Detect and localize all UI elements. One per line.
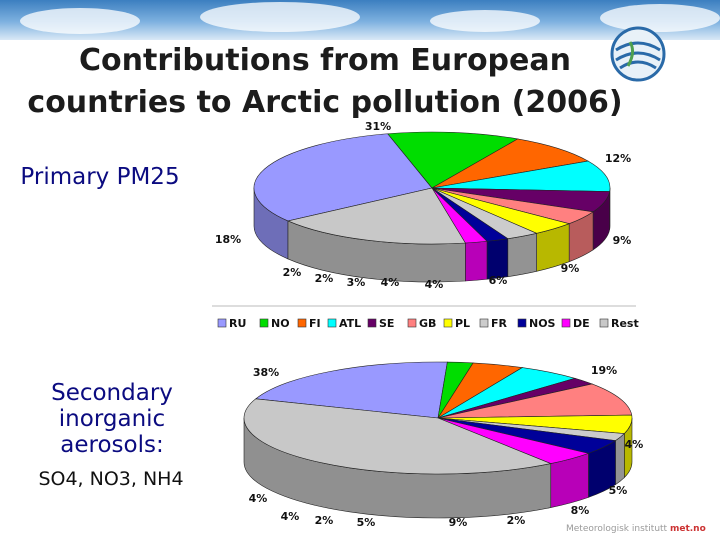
data-label-se: 2% xyxy=(507,514,526,527)
legend-swatch-fr xyxy=(479,318,489,328)
legend-label-gb: GB xyxy=(419,317,436,330)
legend-label-de: DE xyxy=(573,317,590,330)
pie-slice-rest xyxy=(287,187,466,245)
legend-label-rest: Rest xyxy=(611,317,639,330)
pie-slice-fi xyxy=(431,138,589,189)
legend-swatch-nos xyxy=(517,318,527,328)
legend-swatch-ru xyxy=(217,318,227,328)
data-label-gb: 9% xyxy=(449,516,468,529)
legend-label-pl: PL xyxy=(455,317,470,330)
data-label-de: 4% xyxy=(249,492,268,505)
data-label-rest: 38% xyxy=(253,366,279,379)
chart2-title: Secondary inorganic aerosols: xyxy=(51,380,173,458)
data-label-fr: 3% xyxy=(347,276,366,289)
legend-label-nos: NOS xyxy=(529,317,556,330)
data-label-nos: 4% xyxy=(281,510,300,523)
data-label-fi: 4% xyxy=(625,438,644,451)
legend-swatch-gb xyxy=(407,318,417,328)
data-label-pl: 4% xyxy=(381,276,400,289)
legend-label-fr: FR xyxy=(491,317,508,330)
pie-side-de xyxy=(465,240,488,282)
legend-label-se: SE xyxy=(379,317,394,330)
data-label-se: 6% xyxy=(489,274,508,287)
data-label-ru: 19% xyxy=(591,364,617,377)
legend-swatch-de xyxy=(561,318,571,328)
pie-slice-gb xyxy=(437,383,633,419)
header-sky-banner xyxy=(0,0,720,40)
data-label-no: 12% xyxy=(605,152,631,165)
pie-slice-ru xyxy=(254,361,448,419)
legend-swatch-se xyxy=(367,318,377,328)
legend-label-no: NO xyxy=(271,317,290,330)
pie-chart-secondary-aerosols: 19% 4% 5% 2% 9% 5% 2% 4% 4% 38% 8% xyxy=(243,361,644,529)
data-label-gb: 4% xyxy=(425,278,444,291)
slide-title-line-2: countries to Arctic pollution (2006) xyxy=(27,85,623,118)
data-label-de: 2% xyxy=(283,266,302,279)
slide-title: Contributions from European countries to… xyxy=(0,40,650,118)
data-label-rest: 18% xyxy=(215,233,241,246)
legend-swatch-pl xyxy=(443,318,453,328)
data-label-nos: 2% xyxy=(315,272,334,285)
legend-label-atl: ATL xyxy=(339,317,361,330)
data-label-fi: 9% xyxy=(613,234,632,247)
slide-title-line-1: Contributions from European xyxy=(79,43,571,78)
pie-slice-no xyxy=(387,131,519,189)
chart1-title: Primary PM25 xyxy=(20,164,180,190)
pie-slice-rest xyxy=(243,398,552,475)
pie-slice-ru xyxy=(253,133,433,222)
pie-slice-atl xyxy=(431,160,611,192)
footer-credit: Meteorologisk institutt met.no xyxy=(566,524,706,534)
data-label-atl: 5% xyxy=(609,484,628,497)
chart2-subtitle: SO4, NO3, NH4 xyxy=(38,468,184,490)
chart-legend: RU NO FI ATL SE GB PL FR NOS DE Rest xyxy=(217,317,639,330)
data-label-pl: 5% xyxy=(357,516,376,529)
legend-swatch-rest xyxy=(599,318,609,328)
globe-logo-icon xyxy=(610,26,666,82)
pie-side-fr xyxy=(507,232,537,278)
pie-chart-primary-pm25: 31% 12% 9% 9% 6% 4% 4% 3% 2% 2% 18% xyxy=(215,120,632,291)
data-label-ru: 31% xyxy=(365,120,391,133)
data-label-extra: 8% xyxy=(571,504,590,517)
legend-swatch-fi xyxy=(297,318,307,328)
legend-label-fi: FI xyxy=(309,317,321,330)
legend-swatch-no xyxy=(259,318,269,328)
legend-label-ru: RU xyxy=(229,317,246,330)
data-label-atl: 9% xyxy=(561,262,580,275)
data-label-fr: 2% xyxy=(315,514,334,527)
legend-swatch-atl xyxy=(327,318,337,328)
pie-side-fr xyxy=(615,432,625,486)
